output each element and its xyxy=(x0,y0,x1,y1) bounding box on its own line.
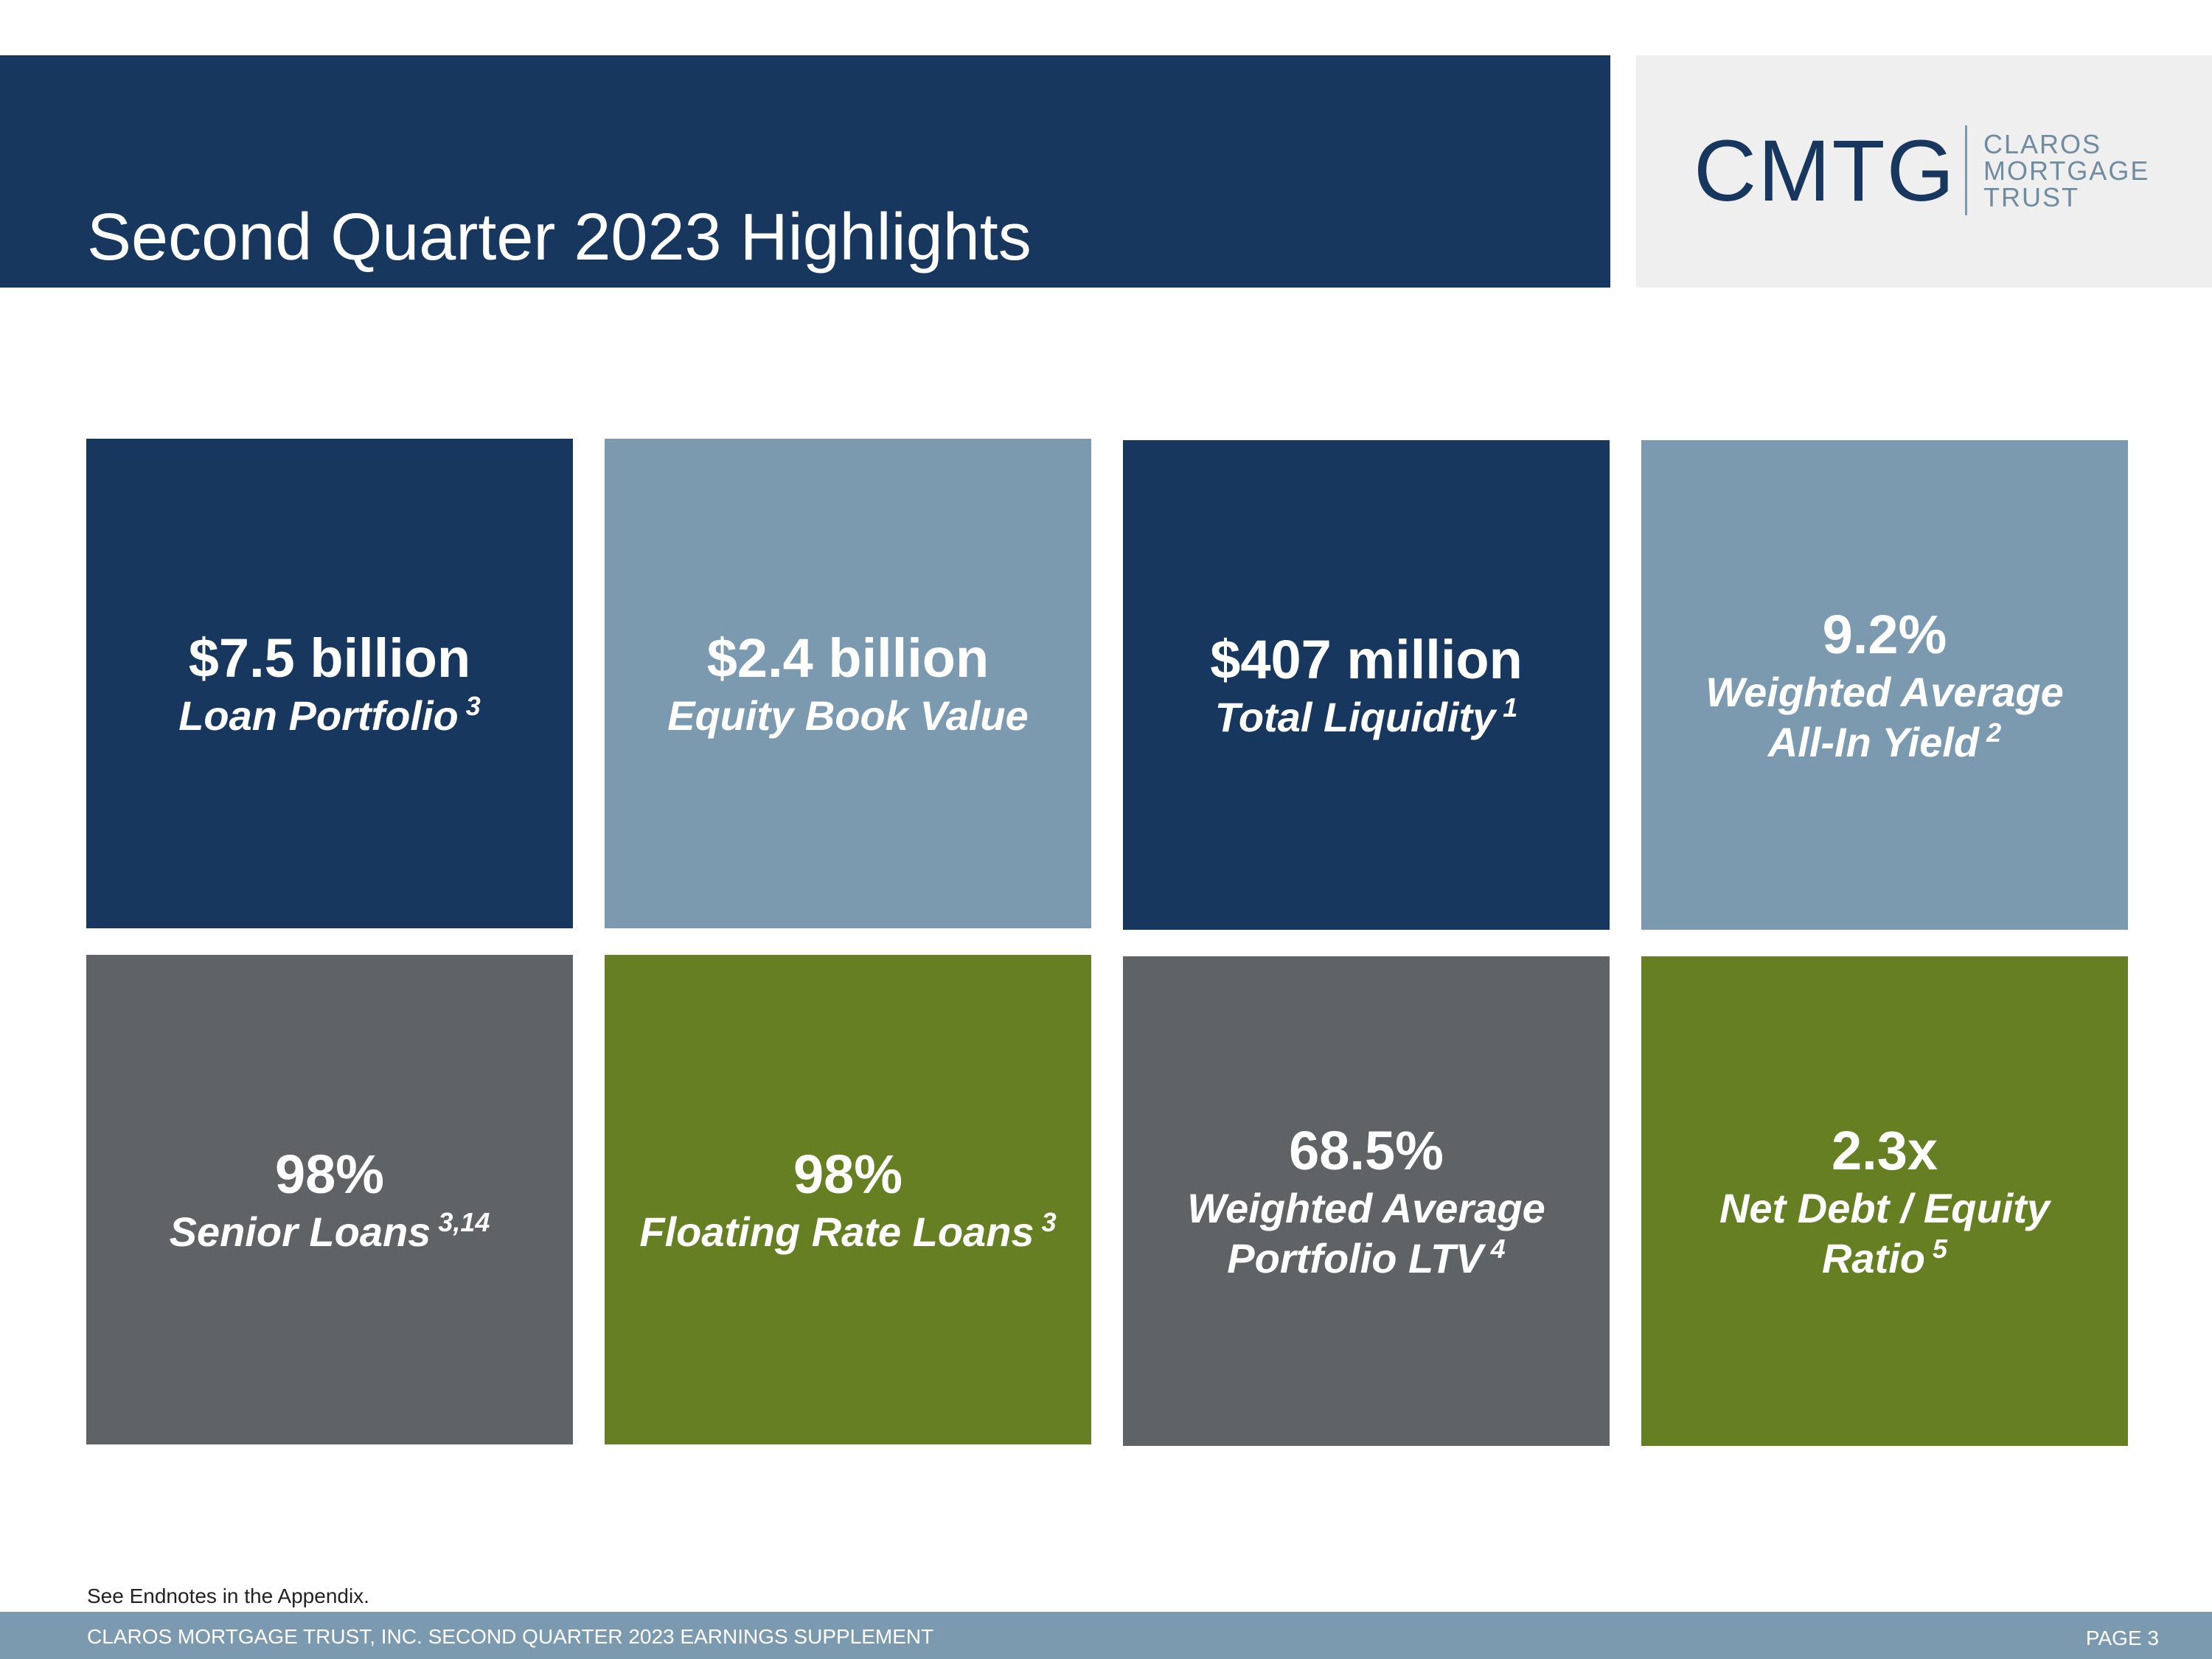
tile-label: Weighted Average All-In Yield 2 xyxy=(1705,667,2063,768)
tile-label-line1: Weighted Average xyxy=(1187,1185,1545,1231)
tile-label-line2: Portfolio LTV xyxy=(1227,1235,1484,1281)
tile-label: Total Liquidity 1 xyxy=(1215,692,1518,742)
tile-label: Senior Loans 3,14 xyxy=(170,1207,490,1257)
tile-label-text: Floating Rate Loans xyxy=(639,1208,1034,1255)
tile-label-text: Equity Book Value xyxy=(667,692,1029,739)
tile-label-line2: All-In Yield xyxy=(1767,719,1980,765)
header-bar xyxy=(0,55,1610,288)
logo-word-mortgage: MORTGAGE xyxy=(1983,156,2150,186)
logo-word-trust: TRUST xyxy=(1983,182,2079,212)
tile-label-line1: Weighted Average xyxy=(1705,669,2064,715)
endnote-ref: 3 xyxy=(1041,1207,1057,1237)
tile-senior-loans: 98% Senior Loans 3,14 xyxy=(86,955,573,1444)
tile-label-text: Total Liquidity xyxy=(1214,694,1496,740)
tile-label-line2: Ratio xyxy=(1821,1235,1925,1281)
tile-all-in-yield: 9.2% Weighted Average All-In Yield 2 xyxy=(1641,440,2128,930)
tile-label: Equity Book Value xyxy=(667,691,1029,741)
endnote-ref: 4 xyxy=(1490,1234,1506,1264)
logo-panel: CMTG CLAROS MORTGAGE TRUST xyxy=(1636,55,2212,288)
tile-value: 2.3x xyxy=(1831,1120,1938,1181)
tile-value: 98% xyxy=(793,1144,903,1205)
tile-label-text: Senior Loans xyxy=(169,1208,431,1255)
endnote-ref: 2 xyxy=(1986,717,2002,748)
endnote-ref: 1 xyxy=(1503,692,1518,723)
endnote-ref: 5 xyxy=(1932,1234,1948,1264)
tile-value: $2.4 billion xyxy=(706,627,990,689)
tile-floating-rate-loans: 98% Floating Rate Loans 3 xyxy=(605,955,1091,1444)
logo-mark: CMTG xyxy=(1694,122,1956,220)
tile-net-debt-equity: 2.3x Net Debt / Equity Ratio 5 xyxy=(1641,956,2128,1446)
tile-total-liquidity: $407 million Total Liquidity 1 xyxy=(1123,440,1610,930)
endnote-text: See Endnotes in the Appendix. xyxy=(87,1585,369,1607)
tile-value: 68.5% xyxy=(1289,1120,1444,1181)
logo-wordmark: CLAROS MORTGAGE TRUST xyxy=(1983,131,2149,211)
page-number: PAGE 3 xyxy=(2085,1627,2159,1649)
tile-value: $7.5 billion xyxy=(188,627,471,689)
tile-equity-book-value: $2.4 billion Equity Book Value xyxy=(605,439,1091,928)
tile-label: Weighted Average Portfolio LTV 4 xyxy=(1187,1183,1545,1284)
endnote-ref: 3,14 xyxy=(438,1207,490,1237)
tile-label-line1: Net Debt / Equity xyxy=(1719,1185,2051,1231)
logo-word-claros: CLAROS xyxy=(1983,129,2102,159)
footer-bar: CLAROS MORTGAGE TRUST, INC. SECOND QUART… xyxy=(0,1612,2212,1659)
logo-divider xyxy=(1965,125,1967,215)
tile-label: Net Debt / Equity Ratio 5 xyxy=(1719,1183,2050,1284)
endnote-ref: 3 xyxy=(465,691,481,721)
tile-value: 9.2% xyxy=(1822,604,1947,665)
tile-value: $407 million xyxy=(1210,629,1523,690)
page-title: Second Quarter 2023 Highlights xyxy=(87,201,1032,274)
tile-label-text: Loan Portfolio xyxy=(178,692,459,739)
footer-text: CLAROS MORTGAGE TRUST, INC. SECOND QUART… xyxy=(87,1625,934,1648)
tile-loan-portfolio: $7.5 billion Loan Portfolio 3 xyxy=(86,439,573,928)
tile-label: Floating Rate Loans 3 xyxy=(639,1207,1056,1257)
tile-portfolio-ltv: 68.5% Weighted Average Portfolio LTV 4 xyxy=(1123,956,1610,1446)
tile-label: Loan Portfolio 3 xyxy=(178,691,481,741)
tile-value: 98% xyxy=(274,1144,385,1205)
